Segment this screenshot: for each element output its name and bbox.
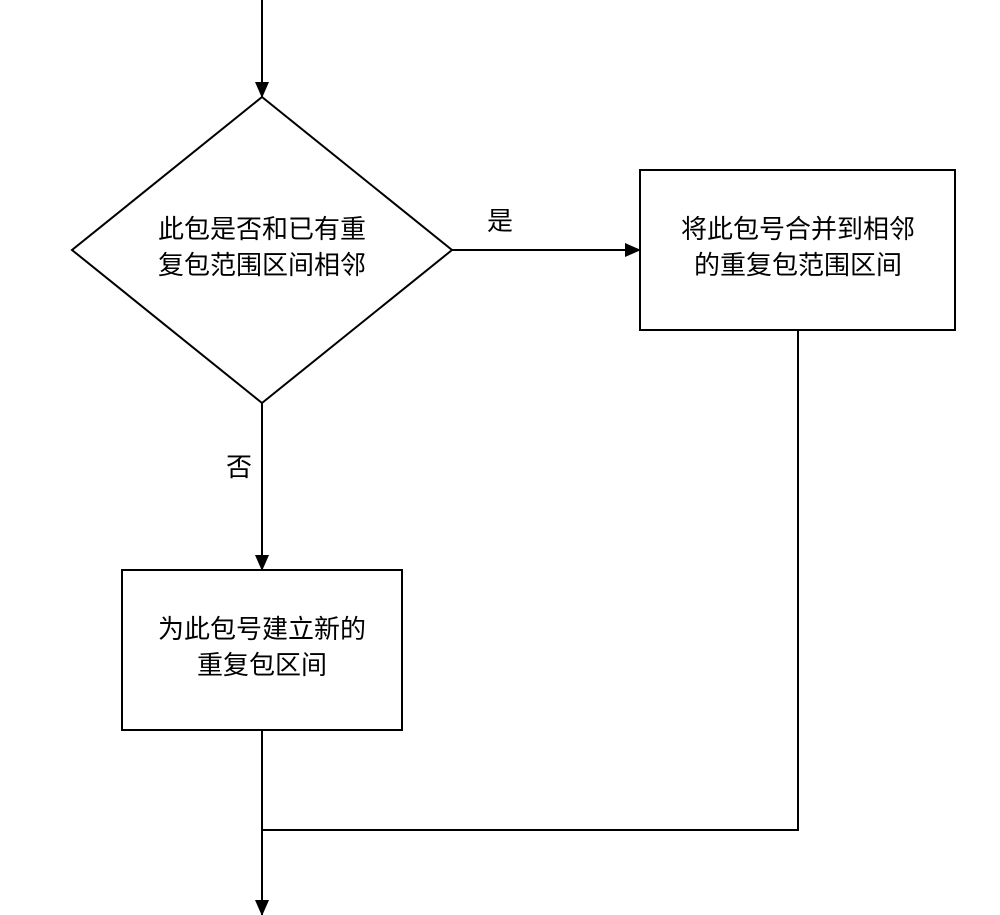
- proc-new-text-line1: 为此包号建立新的: [158, 615, 366, 644]
- proc-new-text-line2: 重复包区间: [197, 651, 327, 680]
- decision-text-line1: 此包是否和已有重: [158, 215, 366, 244]
- proc-merge-text-line1: 将此包号合并到相邻: [681, 215, 915, 244]
- edge-merge-down: [262, 330, 798, 830]
- edge-no-label: 否: [226, 453, 252, 482]
- decision-text-line2: 复包范围区间相邻: [158, 251, 366, 280]
- edge-yes-label: 是: [487, 207, 513, 236]
- proc-merge-text-line2: 的重复包范围区间: [694, 251, 902, 280]
